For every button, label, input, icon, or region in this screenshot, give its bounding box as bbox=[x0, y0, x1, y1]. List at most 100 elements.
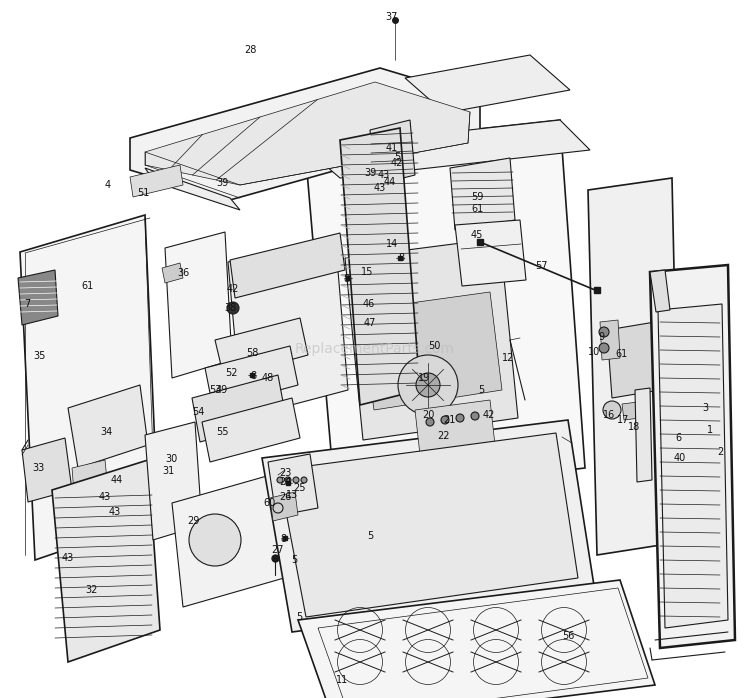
Text: 37: 37 bbox=[386, 12, 398, 22]
Text: 17: 17 bbox=[616, 415, 629, 425]
Text: 43: 43 bbox=[378, 170, 390, 180]
Text: 38: 38 bbox=[224, 303, 236, 313]
Polygon shape bbox=[305, 120, 585, 498]
Text: 18: 18 bbox=[628, 422, 640, 432]
Circle shape bbox=[599, 343, 609, 353]
Polygon shape bbox=[635, 388, 652, 482]
Polygon shape bbox=[455, 220, 526, 286]
Text: 50: 50 bbox=[427, 341, 440, 351]
Text: 31: 31 bbox=[162, 466, 174, 476]
Polygon shape bbox=[270, 492, 298, 521]
Text: 29: 29 bbox=[187, 516, 200, 526]
Text: 58: 58 bbox=[246, 348, 258, 358]
Polygon shape bbox=[18, 270, 58, 325]
Text: 9: 9 bbox=[598, 332, 604, 342]
Text: 8: 8 bbox=[250, 371, 256, 381]
Circle shape bbox=[293, 477, 299, 483]
Text: ReplacementParts.com: ReplacementParts.com bbox=[295, 342, 455, 356]
Text: 56: 56 bbox=[562, 631, 574, 641]
Polygon shape bbox=[340, 128, 420, 405]
Text: 25: 25 bbox=[292, 483, 305, 493]
Polygon shape bbox=[230, 233, 345, 298]
Text: 43: 43 bbox=[374, 183, 386, 193]
Polygon shape bbox=[172, 468, 305, 607]
Text: 4: 4 bbox=[105, 180, 111, 190]
Text: 5: 5 bbox=[367, 531, 374, 541]
Polygon shape bbox=[68, 385, 148, 468]
Text: 46: 46 bbox=[363, 299, 375, 309]
Polygon shape bbox=[658, 304, 728, 628]
Text: 8: 8 bbox=[280, 534, 286, 544]
Polygon shape bbox=[360, 292, 502, 410]
Text: 27: 27 bbox=[271, 545, 284, 555]
Polygon shape bbox=[650, 270, 670, 312]
Polygon shape bbox=[370, 120, 415, 185]
Text: 14: 14 bbox=[386, 239, 398, 249]
Circle shape bbox=[599, 327, 609, 337]
Polygon shape bbox=[450, 158, 515, 230]
Polygon shape bbox=[192, 375, 286, 442]
Text: 3: 3 bbox=[702, 403, 708, 413]
Circle shape bbox=[456, 414, 464, 422]
Text: 48: 48 bbox=[262, 373, 274, 383]
Text: 34: 34 bbox=[100, 427, 112, 437]
Text: 42: 42 bbox=[483, 410, 495, 420]
Circle shape bbox=[416, 373, 440, 397]
Text: 24: 24 bbox=[279, 477, 291, 487]
Polygon shape bbox=[600, 320, 620, 360]
Text: 43: 43 bbox=[109, 507, 122, 517]
Text: 32: 32 bbox=[85, 585, 98, 595]
Polygon shape bbox=[162, 263, 183, 283]
Text: 57: 57 bbox=[535, 261, 548, 271]
Polygon shape bbox=[22, 438, 72, 502]
Text: 47: 47 bbox=[364, 318, 376, 328]
Text: 8: 8 bbox=[284, 478, 290, 488]
Polygon shape bbox=[415, 400, 495, 455]
Text: 35: 35 bbox=[34, 351, 46, 361]
Text: 5: 5 bbox=[478, 385, 484, 395]
Polygon shape bbox=[145, 422, 202, 540]
Polygon shape bbox=[228, 235, 348, 418]
Circle shape bbox=[441, 416, 449, 424]
Text: 30: 30 bbox=[165, 454, 177, 464]
Text: 61: 61 bbox=[471, 204, 483, 214]
Text: 5: 5 bbox=[291, 555, 297, 565]
Text: 40: 40 bbox=[674, 453, 686, 463]
Polygon shape bbox=[20, 215, 158, 560]
Text: 52: 52 bbox=[225, 368, 237, 378]
Text: 61: 61 bbox=[82, 281, 94, 291]
Circle shape bbox=[471, 412, 479, 420]
Polygon shape bbox=[650, 265, 735, 648]
Text: 1: 1 bbox=[707, 425, 713, 435]
Text: 53: 53 bbox=[209, 385, 221, 395]
Text: 61: 61 bbox=[616, 349, 628, 359]
Text: 43: 43 bbox=[62, 553, 74, 563]
Text: 44: 44 bbox=[384, 177, 396, 187]
Circle shape bbox=[301, 477, 307, 483]
Polygon shape bbox=[262, 420, 595, 632]
Text: 54: 54 bbox=[192, 407, 204, 417]
Polygon shape bbox=[202, 398, 300, 462]
Text: 10: 10 bbox=[588, 347, 600, 357]
Text: 12: 12 bbox=[502, 353, 515, 363]
Polygon shape bbox=[165, 232, 232, 378]
Text: 42: 42 bbox=[226, 284, 239, 294]
Text: 45: 45 bbox=[471, 230, 483, 240]
Polygon shape bbox=[145, 168, 240, 210]
Text: 5: 5 bbox=[296, 612, 302, 622]
Polygon shape bbox=[215, 318, 308, 378]
Text: 21: 21 bbox=[442, 415, 455, 425]
Text: 20: 20 bbox=[422, 410, 434, 420]
Text: 16: 16 bbox=[603, 410, 615, 420]
Circle shape bbox=[227, 302, 239, 314]
Polygon shape bbox=[405, 55, 570, 113]
Text: 60: 60 bbox=[264, 498, 276, 508]
Text: 41: 41 bbox=[386, 143, 398, 153]
Polygon shape bbox=[80, 518, 112, 552]
Circle shape bbox=[273, 503, 283, 513]
Circle shape bbox=[285, 477, 291, 483]
Text: 6: 6 bbox=[675, 433, 681, 443]
Text: 42: 42 bbox=[391, 158, 404, 168]
Polygon shape bbox=[205, 346, 298, 408]
Polygon shape bbox=[72, 460, 110, 518]
